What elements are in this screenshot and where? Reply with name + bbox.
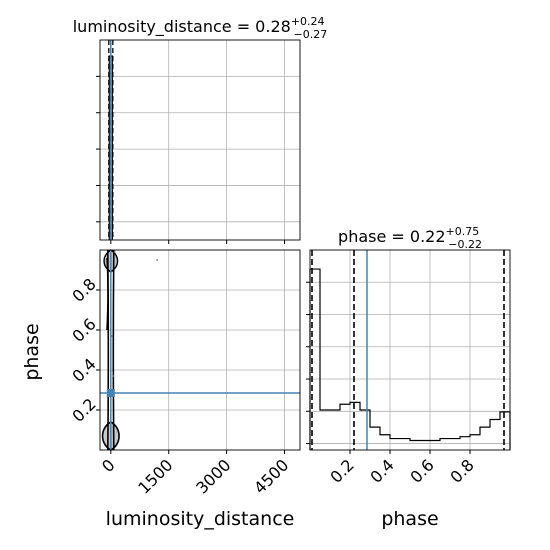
joint-contour-right [112,249,115,451]
ph-xtick-label-0: 0.2 [326,455,357,486]
title-phase-lower: −0.22 [448,238,482,251]
ph-hist-ticks: 0.2 0.4 0.6 0.8 [306,281,478,487]
ld-hist-data [108,40,114,240]
xlabel-phase: phase [381,508,438,530]
panel-joint-density: 0 1500 3000 4500 0.2 0.4 0.6 0.8 [68,249,301,498]
joint-data [100,249,300,451]
joint-ytick-label-0: 0.2 [68,394,99,425]
title-phase: phase = 0.22+0.75 −0.22 [338,225,482,251]
joint-xtick-label-2: 3000 [192,455,234,497]
title-luminosity-distance: luminosity_distance = 0.28+0.24 −0.27 [73,15,328,41]
title-luminosity-distance-upper: +0.24 [291,15,325,28]
ph-hist-data [309,250,511,450]
joint-scatter-point-1 [112,375,115,377]
ld-hist-grid [100,40,300,240]
ph-hist-frame [309,249,511,451]
ld-hist-ticks [96,75,286,244]
ph-xtick-label-1: 0.4 [366,455,397,486]
joint-grid [100,250,300,450]
ph-xtick-label-3: 0.8 [446,455,477,486]
title-luminosity-distance-label: luminosity_distance = 0.28 [73,17,291,37]
joint-xtick-label-0: 0 [98,455,119,476]
joint-ytick-label-2: 0.6 [68,314,99,345]
xlabel-luminosity-distance: luminosity_distance [106,508,295,530]
joint-scatter-point-0 [156,259,159,261]
joint-contour-inner [106,257,109,331]
ph-hist-steps [309,268,511,450]
joint-truth-marker [106,389,115,397]
joint-scatter-point-2 [113,251,116,253]
title-phase-label: phase = 0.22 [338,227,445,246]
panel-phase-histogram: 0.2 0.4 0.6 0.8 [306,249,511,487]
joint-ytick-label-3: 0.8 [68,274,99,305]
ph-xtick-label-2: 0.6 [406,455,437,486]
panel-luminosity-distance-histogram [96,39,301,244]
ph-hist-grid [310,250,510,450]
ld-hist-frame [99,39,301,241]
ylabel-phase: phase [21,323,43,380]
joint-frame [99,249,301,451]
title-luminosity-distance-lower: −0.27 [294,28,328,41]
joint-ticks: 0 1500 3000 4500 0.2 0.4 0.6 0.8 [68,274,292,497]
joint-ytick-label-1: 0.4 [68,354,99,385]
joint-xtick-label-3: 4500 [250,455,292,497]
title-phase-upper: +0.75 [446,225,480,238]
joint-xtick-label-1: 1500 [134,455,176,497]
